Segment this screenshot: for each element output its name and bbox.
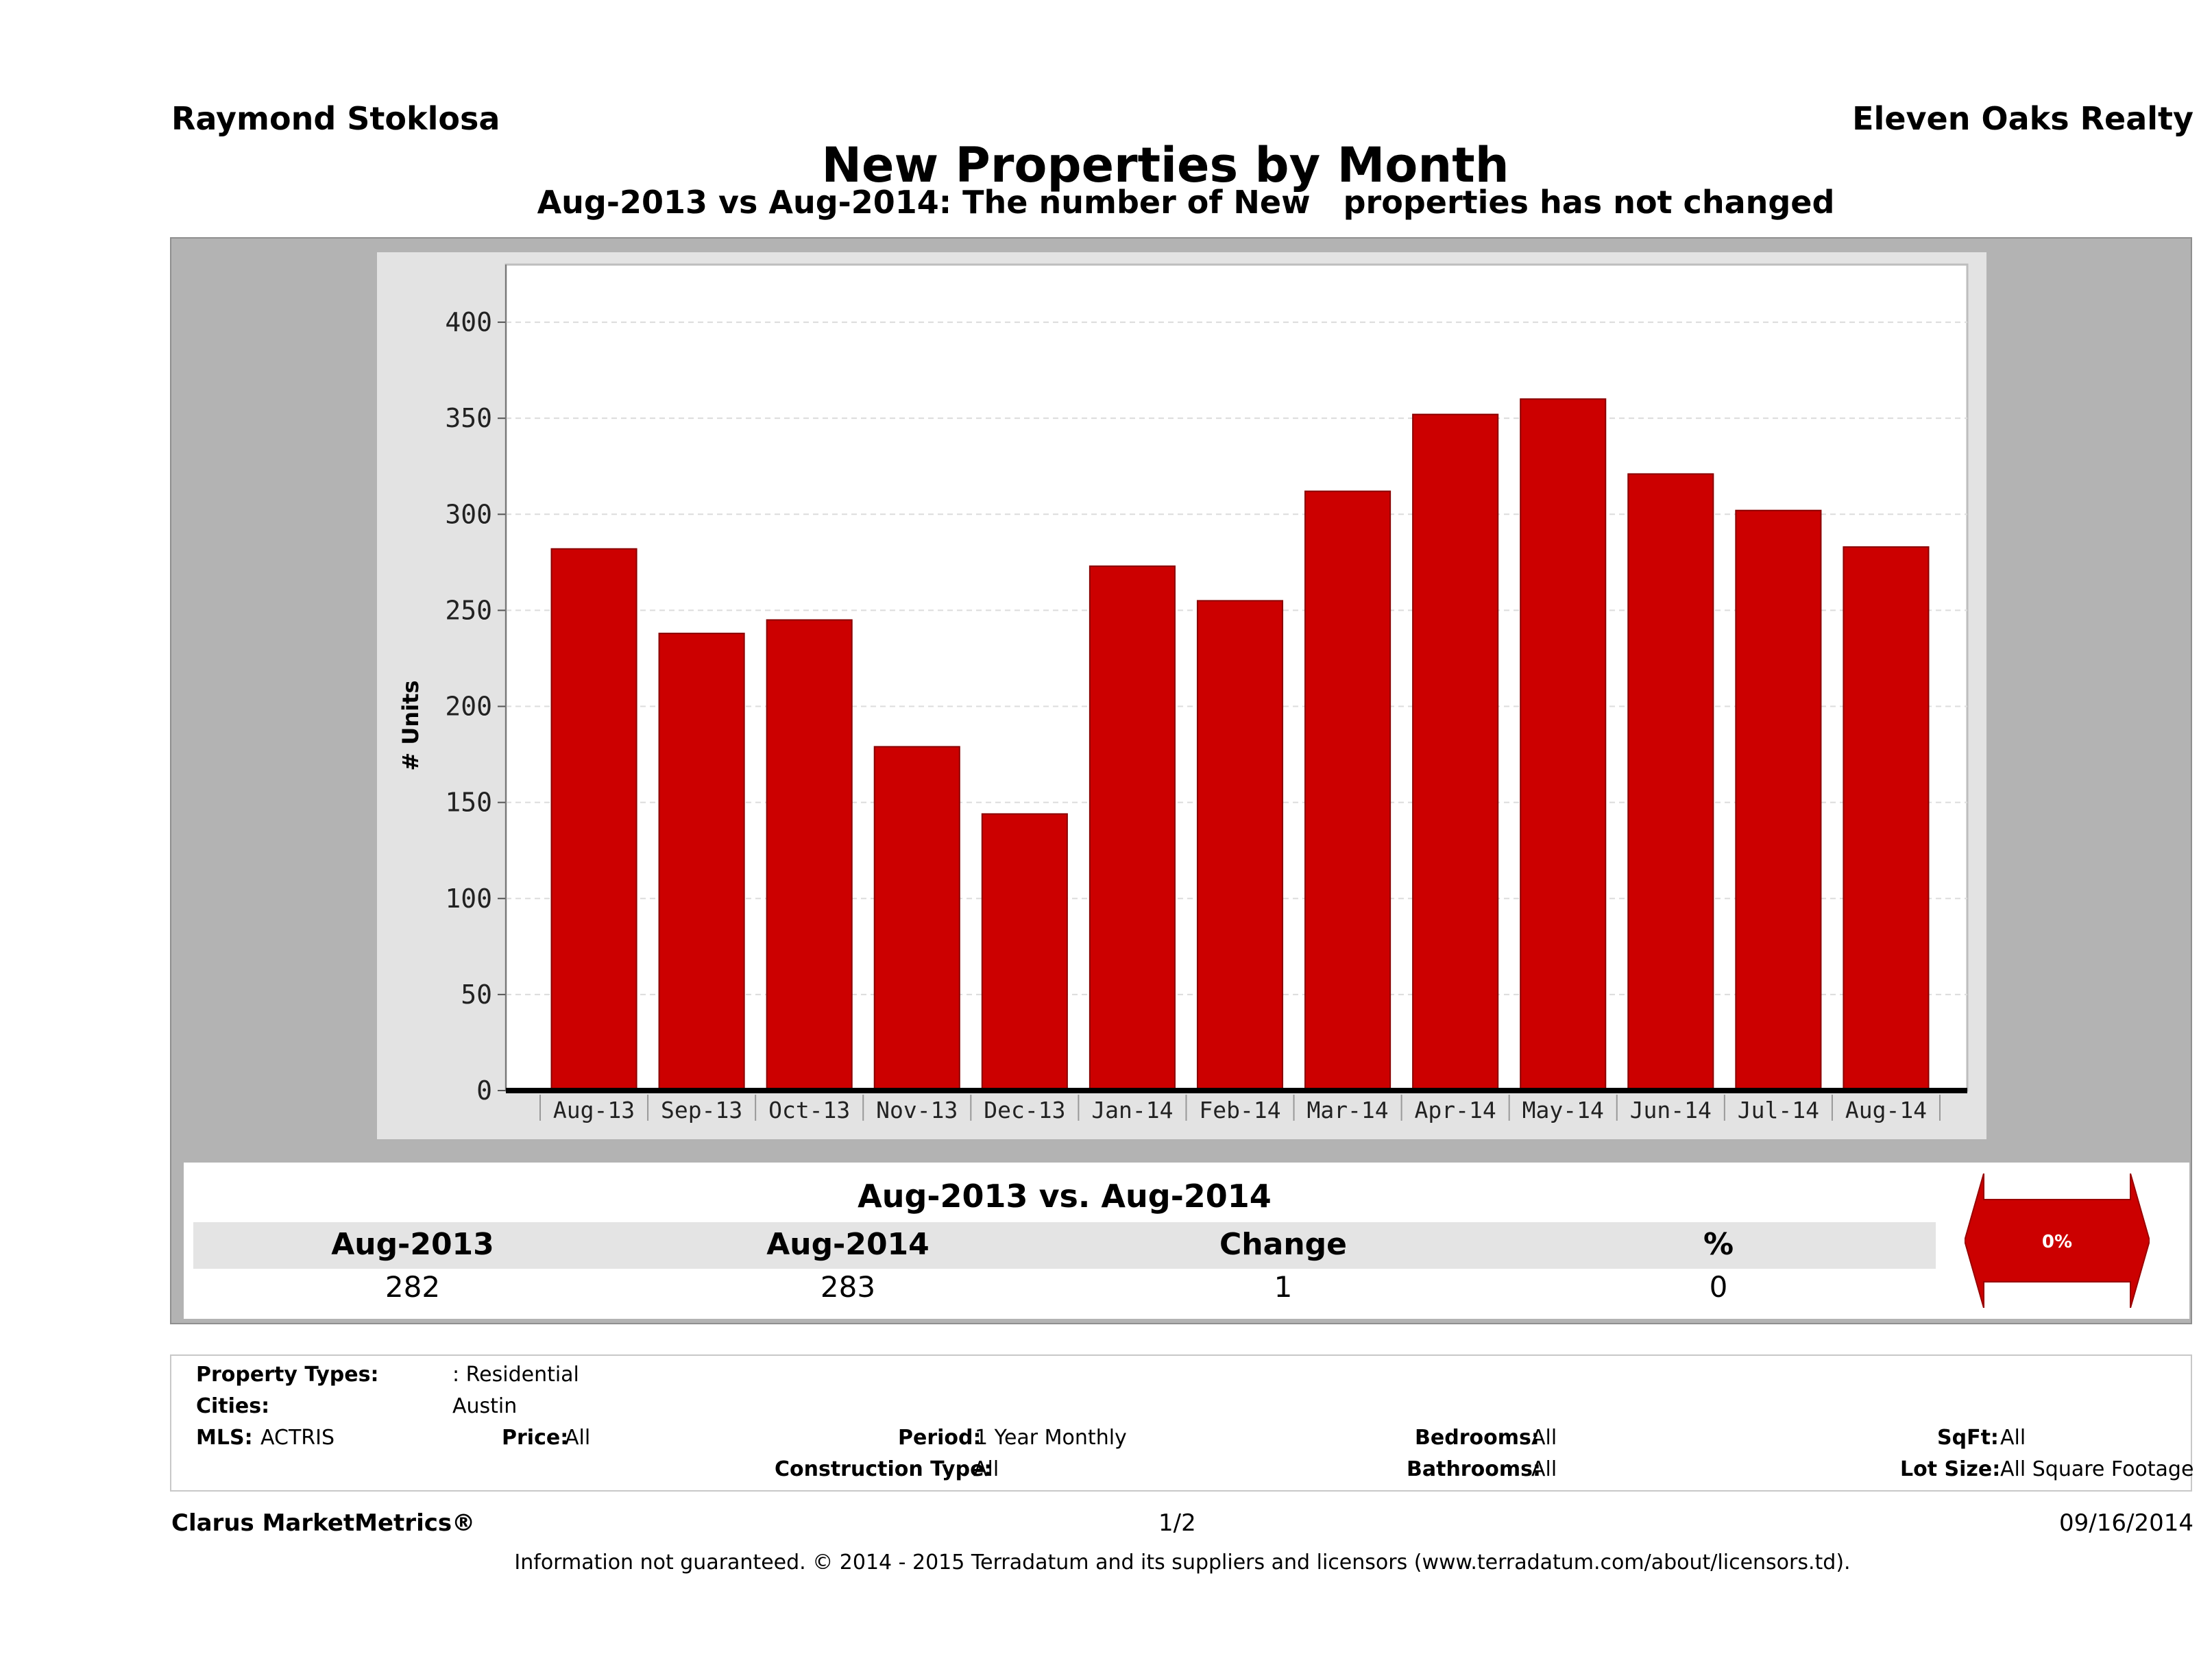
y-tick-label: 350	[445, 403, 492, 433]
x-tick-label: May-14	[1522, 1097, 1604, 1123]
period-value: 1 Year Monthly	[975, 1426, 1127, 1450]
summary-value-start: 282	[385, 1270, 441, 1304]
chart-title: New Properties by Month	[821, 137, 1509, 193]
summary-header-start: Aug-2013	[331, 1227, 494, 1262]
x-tick-label: Sep-13	[661, 1097, 742, 1123]
bar	[981, 813, 1068, 1091]
chart-subtitle: Aug-2013 vs Aug-2014: The number of New …	[537, 184, 1835, 221]
x-tick-label: Nov-13	[876, 1097, 958, 1123]
bathrooms-value: All	[1531, 1457, 1557, 1481]
agent-name: Raymond Stoklosa	[171, 100, 500, 137]
y-axis-label: # Units	[398, 680, 424, 770]
y-tick-label: 250	[445, 595, 492, 625]
price-label: Price:	[502, 1426, 569, 1450]
summary-value-end: 283	[820, 1270, 876, 1304]
bar	[766, 619, 853, 1091]
y-tick-label: 300	[445, 499, 492, 529]
footer-date: 09/16/2014	[2059, 1509, 2193, 1537]
company-name: Eleven Oaks Realty	[1852, 100, 2193, 137]
summary-value-percent: 0	[1709, 1270, 1728, 1304]
x-tick-label: Jun-14	[1630, 1097, 1712, 1123]
footer-page-number: 1/2	[1158, 1509, 1196, 1537]
bar	[873, 746, 960, 1091]
construction-type-label: Construction Type:	[775, 1457, 993, 1481]
bar	[1520, 398, 1607, 1092]
price-value: All	[565, 1426, 591, 1450]
y-tick-label: 150	[445, 788, 492, 818]
y-tick-label: 200	[445, 692, 492, 722]
bar	[1627, 473, 1714, 1091]
change-badge-label: 0%	[2042, 1232, 2072, 1252]
bar	[1089, 565, 1176, 1092]
lot-size-value: All Square Footage	[2000, 1457, 2194, 1481]
property-types-label: Property Types:	[196, 1363, 379, 1387]
property-types-value: : Residential	[452, 1363, 579, 1387]
summary-header-change: Change	[1219, 1227, 1347, 1262]
sqft-value: All	[2000, 1426, 2026, 1450]
x-tick-label: Mar-14	[1306, 1097, 1388, 1123]
x-tick-label: Oct-13	[768, 1097, 850, 1123]
bar	[1196, 600, 1284, 1091]
x-tick-label: Aug-13	[553, 1097, 635, 1123]
construction-type-value: All	[973, 1457, 999, 1481]
y-tick-label: 400	[445, 307, 492, 337]
cities-value: Austin	[452, 1394, 518, 1418]
bar	[658, 633, 745, 1091]
summary-header-end: Aug-2014	[766, 1227, 929, 1262]
bar	[1843, 546, 1930, 1092]
lot-size-label: Lot Size:	[1900, 1457, 2001, 1481]
bar	[1412, 413, 1499, 1091]
bedrooms-value: All	[1531, 1426, 1557, 1450]
bar	[1735, 509, 1822, 1091]
x-tick-label: Apr-14	[1415, 1097, 1496, 1123]
mls-value: ACTRIS	[260, 1426, 335, 1450]
criteria-box	[170, 1354, 2192, 1492]
y-tick-label: 50	[461, 980, 492, 1010]
summary-value-change: 1	[1274, 1270, 1293, 1304]
chart-panel: 0 50 100 150 200 250 300 350 400 # Units Aug-13 Sep…	[377, 252, 1986, 1139]
mls-label: MLS:	[196, 1426, 253, 1450]
change-badge: 0%	[1963, 1173, 2151, 1309]
x-tick-label: Feb-14	[1199, 1097, 1280, 1123]
bathrooms-label: Bathrooms:	[1407, 1457, 1541, 1481]
x-tick-label: Jan-14	[1091, 1097, 1173, 1123]
x-tick-label: Dec-13	[984, 1097, 1065, 1123]
double-arrow-icon: 0%	[1963, 1173, 2151, 1309]
y-tick-label: 0	[476, 1075, 492, 1106]
period-label: Period:	[898, 1426, 982, 1450]
summary-header-percent: %	[1703, 1227, 1734, 1262]
x-tick-label: Aug-14	[1845, 1097, 1927, 1123]
y-tick-label: 100	[445, 884, 492, 914]
bedrooms-label: Bedrooms:	[1415, 1426, 1540, 1450]
bar-chart: 0 50 100 150 200 250 300 350 400 # Units Aug-13 Sep…	[398, 263, 1969, 1123]
sqft-label: SqFt:	[1937, 1426, 1999, 1450]
footer-brand: Clarus MarketMetrics®	[171, 1509, 476, 1537]
bar	[1304, 490, 1391, 1091]
x-tick-label: Jul-14	[1738, 1097, 1819, 1123]
footer-disclaimer: Information not guaranteed. © 2014 - 201…	[514, 1551, 1851, 1574]
bar	[550, 548, 637, 1091]
summary-title: Aug-2013 vs. Aug-2014	[858, 1178, 1272, 1215]
cities-label: Cities:	[196, 1394, 270, 1418]
